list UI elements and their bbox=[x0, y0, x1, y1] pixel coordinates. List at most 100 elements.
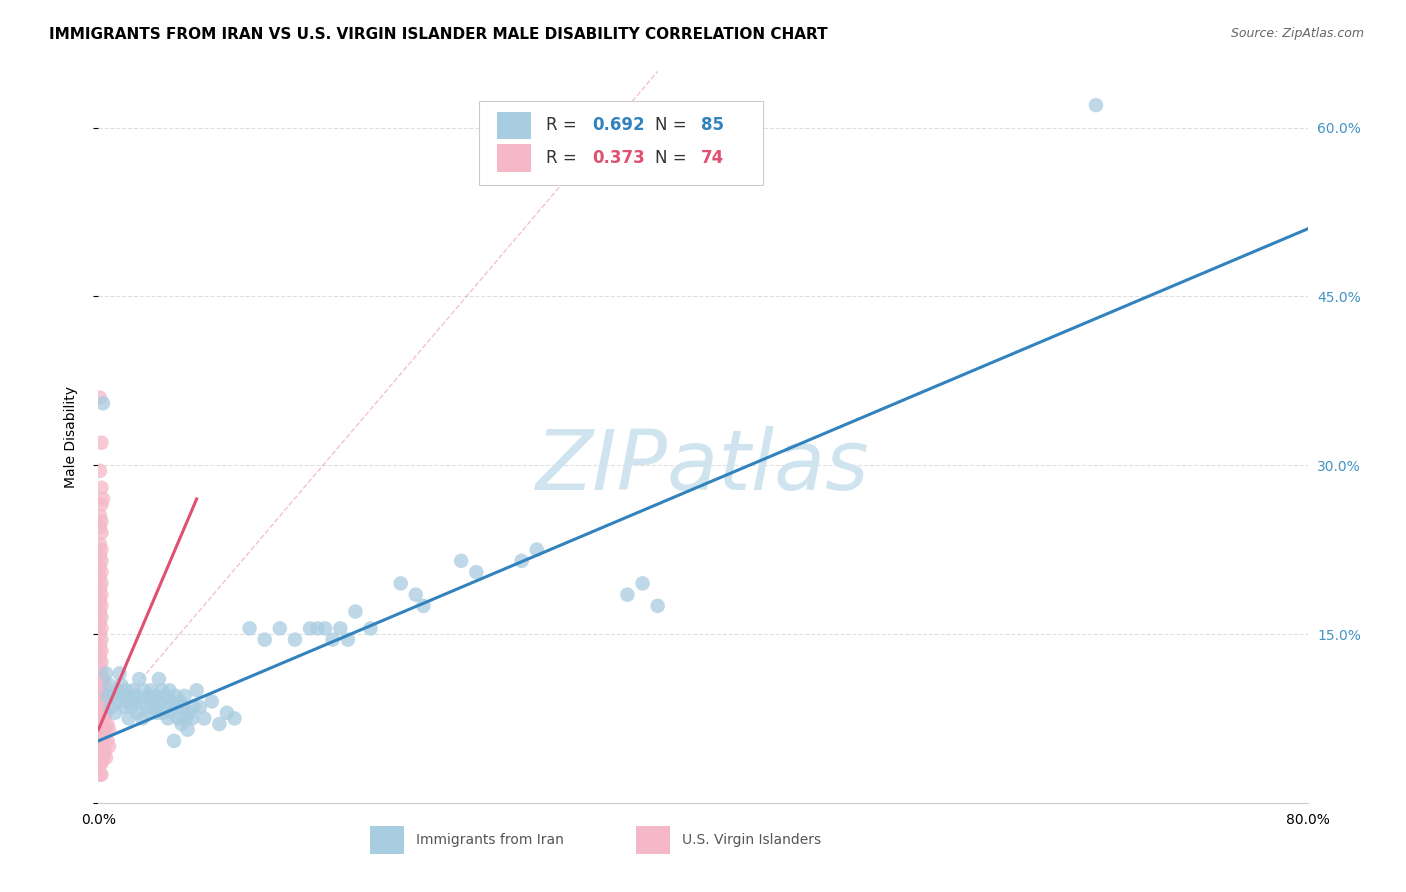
Point bbox=[89, 728, 111, 742]
Point bbox=[94, 666, 117, 681]
Point bbox=[90, 554, 112, 568]
Text: IMMIGRANTS FROM IRAN VS U.S. VIRGIN ISLANDER MALE DISABILITY CORRELATION CHART: IMMIGRANTS FROM IRAN VS U.S. VIRGIN ISLA… bbox=[49, 27, 828, 42]
Text: 0.373: 0.373 bbox=[592, 149, 644, 167]
Point bbox=[1085, 98, 1108, 112]
Point bbox=[90, 588, 112, 602]
Point bbox=[208, 717, 231, 731]
Point bbox=[159, 683, 181, 698]
Point bbox=[96, 717, 118, 731]
Point bbox=[135, 700, 157, 714]
Point bbox=[90, 525, 112, 540]
Point bbox=[139, 706, 162, 720]
Point bbox=[91, 491, 114, 506]
Point bbox=[100, 700, 122, 714]
Text: Source: ZipAtlas.com: Source: ZipAtlas.com bbox=[1230, 27, 1364, 40]
Point bbox=[91, 672, 114, 686]
Point bbox=[89, 672, 111, 686]
Point bbox=[89, 391, 111, 405]
Point bbox=[389, 576, 412, 591]
Point bbox=[150, 683, 173, 698]
Text: ZIPatlas: ZIPatlas bbox=[536, 425, 870, 507]
Point bbox=[121, 700, 143, 714]
Point bbox=[169, 694, 191, 708]
Text: Immigrants from Iran: Immigrants from Iran bbox=[416, 833, 564, 847]
Point bbox=[526, 542, 548, 557]
Point bbox=[90, 481, 112, 495]
Point bbox=[114, 683, 136, 698]
Point bbox=[141, 683, 163, 698]
Point bbox=[186, 683, 208, 698]
Point bbox=[167, 711, 190, 725]
Point bbox=[127, 706, 149, 720]
Point bbox=[104, 706, 127, 720]
Point bbox=[93, 711, 115, 725]
Point bbox=[132, 683, 155, 698]
Point bbox=[90, 644, 112, 658]
Point bbox=[153, 689, 176, 703]
Point bbox=[122, 683, 145, 698]
Point bbox=[94, 751, 117, 765]
Point bbox=[142, 694, 165, 708]
Point bbox=[510, 554, 533, 568]
Point bbox=[616, 588, 638, 602]
Point bbox=[115, 694, 138, 708]
Point bbox=[166, 700, 188, 714]
Point bbox=[90, 723, 112, 737]
Point bbox=[174, 711, 197, 725]
FancyBboxPatch shape bbox=[498, 112, 531, 139]
Point bbox=[89, 593, 111, 607]
Text: R =: R = bbox=[546, 149, 582, 167]
Point bbox=[307, 621, 329, 635]
Point bbox=[90, 632, 112, 647]
Point bbox=[89, 582, 111, 596]
Point bbox=[269, 621, 291, 635]
Point bbox=[108, 666, 131, 681]
Point bbox=[647, 599, 669, 613]
FancyBboxPatch shape bbox=[498, 144, 531, 171]
Point bbox=[89, 694, 111, 708]
Point bbox=[344, 605, 367, 619]
Point bbox=[145, 689, 167, 703]
Point bbox=[89, 605, 111, 619]
Point bbox=[239, 621, 262, 635]
Point bbox=[94, 706, 117, 720]
Point bbox=[93, 745, 115, 759]
Point bbox=[146, 706, 169, 720]
Point bbox=[112, 700, 135, 714]
Point bbox=[105, 683, 128, 698]
Point bbox=[93, 728, 115, 742]
Point bbox=[89, 638, 111, 652]
Point bbox=[336, 632, 359, 647]
Point bbox=[128, 672, 150, 686]
Point bbox=[162, 706, 184, 720]
Point bbox=[148, 672, 170, 686]
Point bbox=[224, 711, 246, 725]
Point bbox=[183, 700, 205, 714]
Point bbox=[329, 621, 352, 635]
Point bbox=[98, 678, 121, 692]
Point bbox=[91, 739, 114, 754]
Point bbox=[136, 689, 159, 703]
Point bbox=[90, 751, 112, 765]
Text: 85: 85 bbox=[700, 117, 724, 135]
Point bbox=[176, 723, 198, 737]
Point bbox=[156, 711, 179, 725]
Point bbox=[188, 700, 211, 714]
Point bbox=[91, 706, 114, 720]
Point bbox=[131, 711, 153, 725]
Point bbox=[90, 767, 112, 781]
Point bbox=[201, 694, 224, 708]
FancyBboxPatch shape bbox=[479, 101, 763, 185]
Point bbox=[89, 464, 111, 478]
Point bbox=[360, 621, 382, 635]
Point bbox=[149, 694, 172, 708]
Point bbox=[90, 678, 112, 692]
Point bbox=[98, 723, 121, 737]
Point bbox=[631, 576, 654, 591]
Text: N =: N = bbox=[655, 149, 692, 167]
Point bbox=[98, 739, 121, 754]
Point bbox=[89, 683, 111, 698]
Point bbox=[129, 694, 152, 708]
Point bbox=[170, 717, 193, 731]
Point bbox=[322, 632, 344, 647]
